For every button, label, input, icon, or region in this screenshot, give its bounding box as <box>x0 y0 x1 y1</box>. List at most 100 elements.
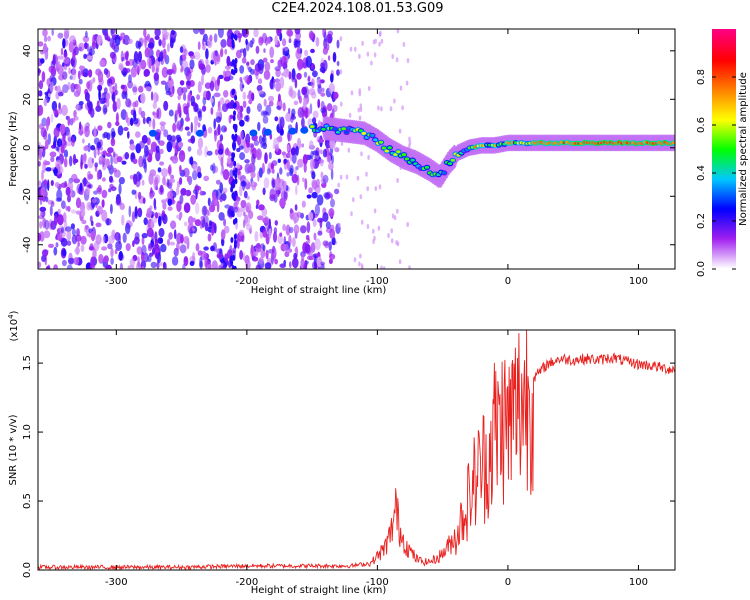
heatmap-noise-blob <box>171 155 179 164</box>
heatmap-noise-blob <box>241 29 247 37</box>
colorbar-segment <box>712 167 736 170</box>
heatmap-noise-blob <box>183 221 188 227</box>
colorbar-segment <box>712 99 736 102</box>
snr-y-axis-label: SNR (10 * v/v) <box>8 414 19 485</box>
heatmap-ridge-core <box>404 157 410 161</box>
heatmap-noise-blob <box>220 156 224 167</box>
colorbar-segment <box>712 119 736 122</box>
heatmap-noise-blob <box>137 191 142 200</box>
heatmap-noise-blob <box>202 124 207 132</box>
heatmap-noise-blob <box>177 94 181 101</box>
snr-x-tick-label: -300 <box>105 577 128 588</box>
snr-y-multiplier: (x104) <box>7 310 20 341</box>
heatmap-noise-blob <box>60 47 64 56</box>
heatmap-noise-blob <box>253 251 259 257</box>
colorbar-tick-label: 0.0 <box>696 261 707 277</box>
heatmap-noise-blob <box>90 230 96 242</box>
heatmap-noise-blob <box>114 249 118 255</box>
heatmap-noise-blob <box>48 243 54 248</box>
heatmap-noise-blob <box>337 182 341 188</box>
heatmap-noise-blob <box>279 116 285 129</box>
heatmap-noise-blob <box>143 252 149 263</box>
colorbar-segment <box>712 91 736 94</box>
heatmap-noise-blob <box>233 242 237 249</box>
heatmap-noise-blob <box>239 119 245 127</box>
heatmap-noise-blob <box>233 63 237 70</box>
heatmap-noise-blob <box>134 213 138 219</box>
heatmap-noise-blob <box>186 80 191 86</box>
heatmap-noise-blob <box>312 117 317 124</box>
heatmap-noise-blob <box>68 67 71 75</box>
heatmap-noise-blob <box>80 68 84 77</box>
heatmap-noise-blob <box>378 41 381 47</box>
heatmap-noise-blob <box>106 98 110 108</box>
snr-y-tick-label: 0.5 <box>22 493 33 509</box>
heatmap-noise-blob <box>141 134 148 144</box>
heatmap-noise-blob <box>268 227 272 239</box>
heatmap-noise-blob <box>138 85 144 93</box>
heatmap-noise-blob <box>258 135 263 144</box>
colorbar-segment <box>712 83 736 86</box>
colorbar-segment <box>712 257 736 260</box>
heatmap-y-tick-label: -20 <box>22 188 33 204</box>
heatmap-noise-blob <box>116 98 121 110</box>
heatmap-noise-blob <box>134 232 140 240</box>
heatmap-noise-blob <box>201 205 208 216</box>
heatmap-noise-blob <box>286 172 290 177</box>
heatmap-noise-blob <box>192 29 200 35</box>
colorbar-segment <box>712 67 736 70</box>
colorbar-segment <box>712 237 736 240</box>
heatmap-noise-blob <box>197 122 201 128</box>
heatmap-noise-blob <box>101 246 108 251</box>
heatmap-noise-blob <box>54 213 58 226</box>
heatmap-noise-blob <box>390 238 394 244</box>
heatmap-noise-blob <box>167 166 172 175</box>
snr-x-tick-label: -100 <box>366 577 389 588</box>
heatmap-noise-blob <box>339 174 343 180</box>
heatmap-noise-blob <box>294 204 298 211</box>
heatmap-noise-blob <box>137 51 142 63</box>
snr-series-line <box>38 330 675 570</box>
heatmap-noise-blob <box>85 186 91 195</box>
heatmap-noise-blob <box>98 155 105 164</box>
colorbar-segment <box>712 157 736 160</box>
heatmap-noise-blob <box>263 216 270 226</box>
heatmap-noise-blob <box>151 64 155 73</box>
heatmap-noise-blob <box>328 241 332 252</box>
heatmap-noise-blob <box>167 77 174 89</box>
heatmap-noise-blob <box>257 121 261 132</box>
heatmap-ridge-core <box>401 153 407 157</box>
heatmap-noise-blob <box>141 265 145 269</box>
heatmap-noise-blob <box>396 241 400 247</box>
heatmap-noise-blob <box>78 101 84 106</box>
heatmap-noise-blob <box>132 158 138 164</box>
heatmap-noise-blob <box>96 205 103 215</box>
heatmap-noise-blob <box>110 137 116 147</box>
heatmap-noise-blob <box>55 197 63 202</box>
heatmap-noise-blob <box>77 241 80 247</box>
colorbar-segment <box>712 79 736 82</box>
heatmap-noise-blob <box>367 154 370 160</box>
heatmap-noise-blob <box>277 59 282 67</box>
heatmap-noise-blob <box>169 178 176 183</box>
heatmap-noise-blob <box>93 147 97 159</box>
heatmap-noise-blob <box>246 61 250 66</box>
heatmap-noise-blob <box>333 91 339 99</box>
heatmap-noise-blob <box>204 82 212 89</box>
heatmap-noise-blob <box>263 98 267 107</box>
heatmap-noise-blob <box>110 154 113 166</box>
heatmap-noise-blob <box>216 253 223 259</box>
heatmap-noise-blob <box>114 34 121 47</box>
heatmap-noise-blob <box>262 187 266 196</box>
heatmap-noise-blob <box>211 227 215 236</box>
heatmap-noise-blob <box>38 69 42 74</box>
heatmap-noise-blob <box>69 185 73 198</box>
heatmap-noise-blob <box>231 211 235 218</box>
heatmap-noise-blob <box>82 35 90 43</box>
heatmap-noise-blob <box>317 159 325 164</box>
heatmap-noise-blob <box>321 182 327 189</box>
heatmap-noise-blob <box>115 112 119 124</box>
heatmap-noise-blob <box>189 156 194 166</box>
heatmap-noise-blob <box>183 92 187 101</box>
heatmap-noise-blob <box>256 247 262 253</box>
